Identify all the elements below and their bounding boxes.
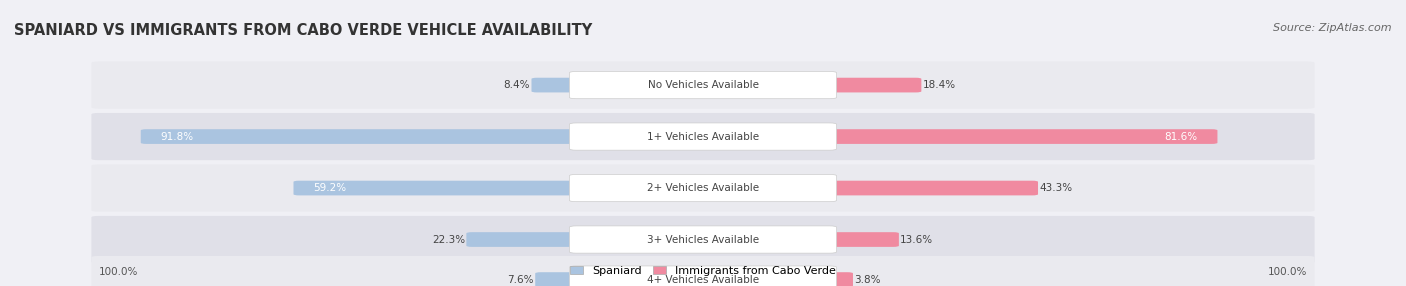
Legend: Spaniard, Immigrants from Cabo Verde: Spaniard, Immigrants from Cabo Verde — [565, 261, 841, 281]
Text: 59.2%: 59.2% — [314, 183, 346, 193]
Text: 8.4%: 8.4% — [503, 80, 530, 90]
Text: 100.0%: 100.0% — [98, 267, 138, 277]
Text: 100.0%: 100.0% — [1268, 267, 1308, 277]
Text: 81.6%: 81.6% — [1164, 132, 1198, 142]
Text: 22.3%: 22.3% — [432, 235, 465, 245]
Text: 43.3%: 43.3% — [1039, 183, 1073, 193]
Text: 18.4%: 18.4% — [922, 80, 956, 90]
Text: 2+ Vehicles Available: 2+ Vehicles Available — [647, 183, 759, 193]
Text: SPANIARD VS IMMIGRANTS FROM CABO VERDE VEHICLE AVAILABILITY: SPANIARD VS IMMIGRANTS FROM CABO VERDE V… — [14, 23, 592, 38]
Text: 3+ Vehicles Available: 3+ Vehicles Available — [647, 235, 759, 245]
Text: 4+ Vehicles Available: 4+ Vehicles Available — [647, 275, 759, 285]
Text: 1+ Vehicles Available: 1+ Vehicles Available — [647, 132, 759, 142]
Text: 13.6%: 13.6% — [900, 235, 934, 245]
Text: Source: ZipAtlas.com: Source: ZipAtlas.com — [1274, 23, 1392, 33]
Text: 91.8%: 91.8% — [160, 132, 194, 142]
Text: No Vehicles Available: No Vehicles Available — [648, 80, 758, 90]
Text: 3.8%: 3.8% — [855, 275, 882, 285]
Text: 7.6%: 7.6% — [508, 275, 534, 285]
